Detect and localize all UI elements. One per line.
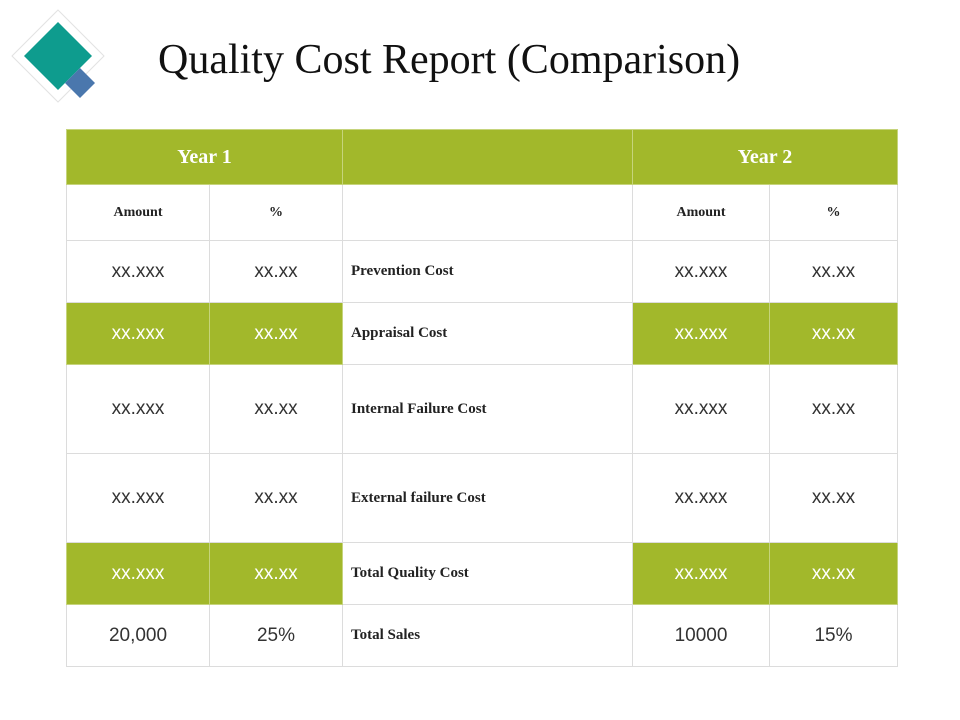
page-title: Quality Cost Report (Comparison) xyxy=(158,37,741,83)
year2-percent-cell: xx.xx xyxy=(769,240,898,303)
year2-percent-cell: xx.xx xyxy=(769,542,898,605)
year1-amount-cell: xx.xxx xyxy=(66,542,210,605)
year1-amount-cell: xx.xxx xyxy=(66,302,210,365)
year1-percent-cell: xx.xx xyxy=(209,364,343,454)
cost-label-cell: Prevention Cost xyxy=(342,240,633,303)
table-row: xx.xxx xx.xx Internal Failure Cost xx.xxx xx… xyxy=(66,364,898,454)
table-row: xx.xxx xx.xx Total Quality Cost xx.xxx xx.xx xyxy=(66,542,898,605)
year1-percent-cell: xx.xx xyxy=(209,240,343,303)
label-header-empty xyxy=(342,129,633,185)
year2-percent-cell: 15% xyxy=(769,604,898,667)
year2-amount-cell: xx.xxx xyxy=(632,240,770,303)
year1-header: Year 1 xyxy=(66,129,343,185)
cost-label-cell: Total Quality Cost xyxy=(342,542,633,605)
year1-percent-cell: xx.xx xyxy=(209,453,343,543)
cost-label-cell: Total Sales xyxy=(342,604,633,667)
table-row: xx.xxx xx.xx Appraisal Cost xx.xxx xx.xx xyxy=(66,302,898,365)
year2-amount-cell: xx.xxx xyxy=(632,302,770,365)
cost-label-cell: External failure Cost xyxy=(342,453,633,543)
table-row: 20,000 25% Total Sales 10000 15% xyxy=(66,604,898,667)
diamond-logo-icon xyxy=(11,9,105,103)
year-header-row: Year 1 Year 2 xyxy=(66,129,898,185)
cost-label-cell: Internal Failure Cost xyxy=(342,364,633,454)
year2-amount-header: Amount xyxy=(632,184,770,241)
table-body: xx.xxx xx.xx Prevention Cost xx.xxx xx.xx xx.… xyxy=(66,240,898,667)
year1-percent-cell: xx.xx xyxy=(209,542,343,605)
year1-amount-cell: xx.xxx xyxy=(66,364,210,454)
year2-amount-cell: xx.xxx xyxy=(632,542,770,605)
label-subheader-empty xyxy=(342,184,633,241)
year2-header: Year 2 xyxy=(632,129,898,185)
table-row: xx.xxx xx.xx External failure Cost xx.xxx xx… xyxy=(66,453,898,543)
year2-percent-cell: xx.xx xyxy=(769,364,898,454)
year2-percent-header: % xyxy=(769,184,898,241)
year2-percent-cell: xx.xx xyxy=(769,302,898,365)
year1-amount-cell: xx.xxx xyxy=(66,453,210,543)
cost-label-cell: Appraisal Cost xyxy=(342,302,633,365)
sub-header-row: Amount % Amount % xyxy=(66,184,898,241)
quality-cost-table: Year 1 Year 2 Amount % Amount % xx.xxx xx… xyxy=(66,129,898,667)
year2-amount-cell: xx.xxx xyxy=(632,364,770,454)
year2-percent-cell: xx.xx xyxy=(769,453,898,543)
year2-amount-cell: xx.xxx xyxy=(632,453,770,543)
year1-amount-cell: xx.xxx xyxy=(66,240,210,303)
year1-amount-cell: 20,000 xyxy=(66,604,210,667)
table-row: xx.xxx xx.xx Prevention Cost xx.xxx xx.xx xyxy=(66,240,898,303)
year2-amount-cell: 10000 xyxy=(632,604,770,667)
year1-percent-header: % xyxy=(209,184,343,241)
year1-amount-header: Amount xyxy=(66,184,210,241)
year1-percent-cell: xx.xx xyxy=(209,302,343,365)
year1-percent-cell: 25% xyxy=(209,604,343,667)
